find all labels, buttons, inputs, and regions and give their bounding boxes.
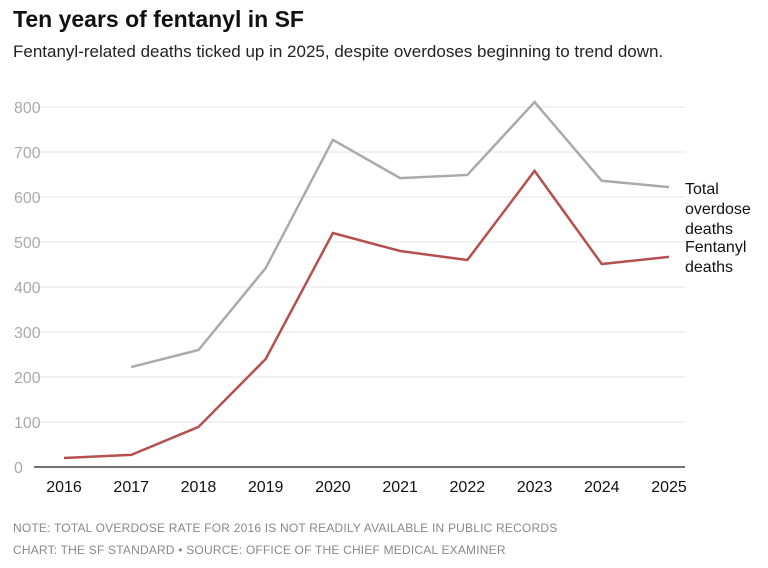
series-line-1 <box>63 168 670 460</box>
x-tick-label: 2018 <box>181 479 217 496</box>
series-label: overdose <box>685 201 751 218</box>
x-tick-label: 2023 <box>517 479 553 496</box>
x-tick-label: 2024 <box>584 479 620 496</box>
x-tick-label: 2016 <box>46 479 82 496</box>
x-tick-label: 2021 <box>382 479 418 496</box>
y-tick-label: 400 <box>14 280 41 297</box>
y-tick-label: 500 <box>14 235 41 252</box>
series-label: deaths <box>685 259 733 276</box>
x-tick-label: 2020 <box>315 479 351 496</box>
x-tick-label: 2019 <box>248 479 284 496</box>
series-label: Total <box>685 181 719 198</box>
series-label: deaths <box>685 221 733 238</box>
series-line-0 <box>130 100 670 369</box>
y-tick-label: 200 <box>14 370 41 387</box>
x-tick-label: 2017 <box>113 479 149 496</box>
y-tick-label: 600 <box>14 190 41 207</box>
chart-note: NOTE: TOTAL OVERDOSE RATE FOR 2016 IS NO… <box>13 521 558 535</box>
chart-subtitle: Fentanyl-related deaths ticked up in 202… <box>13 42 664 61</box>
y-tick-label: 0 <box>14 460 23 477</box>
y-tick-label: 100 <box>14 415 41 432</box>
y-tick-label: 800 <box>14 100 41 117</box>
y-tick-label: 300 <box>14 325 41 342</box>
series-label: Fentanyl <box>685 239 746 256</box>
y-tick-label: 700 <box>14 145 41 162</box>
chart-credit: CHART: THE SF STANDARD • SOURCE: OFFICE … <box>13 543 506 557</box>
x-tick-label: 2025 <box>651 479 687 496</box>
x-tick-label: 2022 <box>450 479 486 496</box>
chart-title: Ten years of fentanyl in SF <box>13 6 304 32</box>
